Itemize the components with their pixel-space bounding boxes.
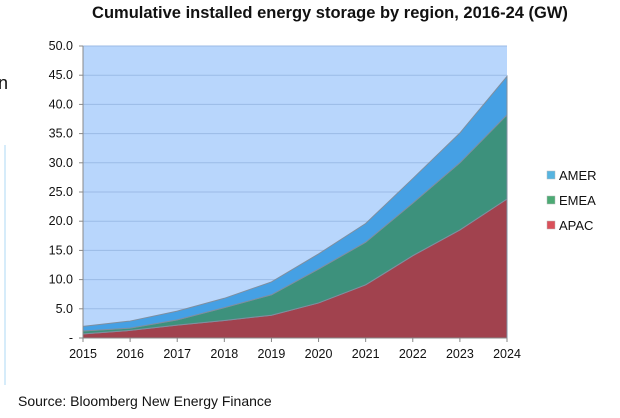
cropped-panel-edge [4,145,6,385]
source-note: Source: Bloomberg New Energy Finance [18,393,272,409]
y-tick-label: - [69,331,73,345]
cropped-text-fragment: n [0,73,9,93]
legend-label-apac: APAC [559,218,593,233]
legend-swatch-amer [546,170,556,180]
x-tick-label: 2022 [399,347,427,361]
y-tick-label: 20.0 [49,214,73,228]
x-tick-label: 2016 [116,347,144,361]
legend-swatch-apac [546,220,556,230]
y-tick-label: 10.0 [49,273,73,287]
x-tick-label: 2015 [69,347,97,361]
y-tick-label: 30.0 [49,156,73,170]
y-tick-label: 45.0 [49,68,73,82]
y-tick-label: 15.0 [49,243,73,257]
x-tick-label: 2018 [210,347,238,361]
x-tick-label: 2024 [493,347,521,361]
x-tick-label: 2017 [163,347,191,361]
x-tick-label: 2019 [258,347,286,361]
y-tick-label: 40.0 [49,97,73,111]
y-tick-label: 25.0 [49,185,73,199]
legend-swatch-emea [546,195,556,205]
legend-label-amer: AMER [559,168,597,183]
legend-label-emea: EMEA [559,193,596,208]
area-amer [82,74,508,332]
y-tick-label: 5.0 [56,302,73,316]
x-tick-label: 2023 [446,347,474,361]
y-tick-label: 50.0 [49,39,73,53]
chart-title: Cumulative installed energy storage by r… [92,4,568,22]
y-tick-label: 35.0 [49,127,73,141]
x-tick-label: 2020 [305,347,333,361]
x-tick-label: 2021 [352,347,380,361]
